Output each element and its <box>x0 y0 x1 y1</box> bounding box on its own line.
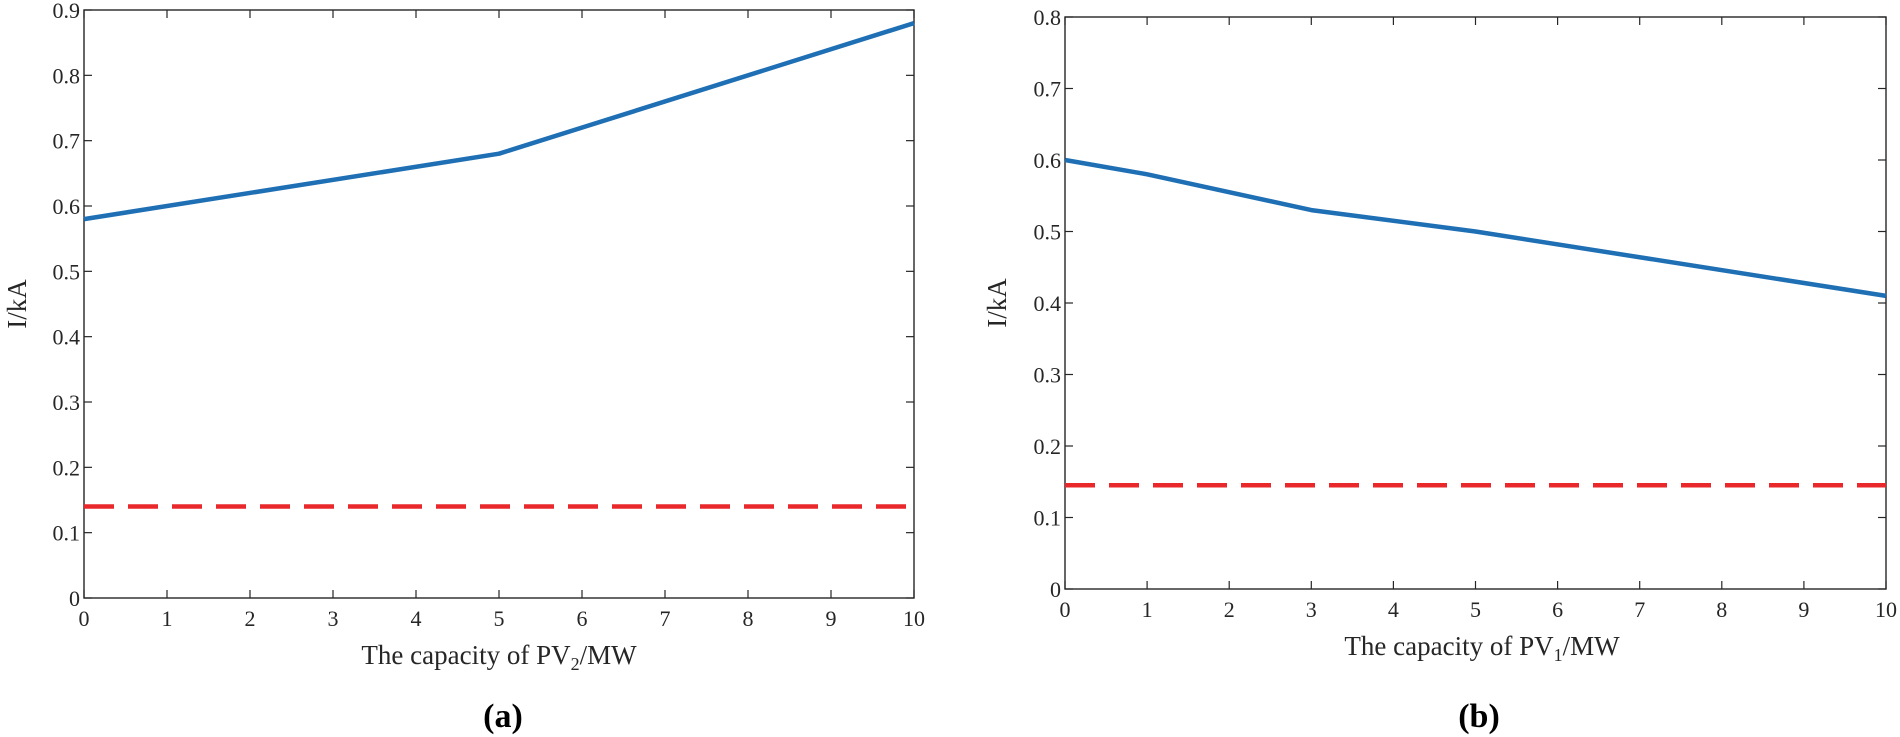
y-tick-label-b-2: 0.2 <box>1034 434 1062 459</box>
x-tick-label-b-9: 9 <box>1798 597 1809 622</box>
x-axis-title-b-prefix: The capacity of PV <box>1344 631 1554 661</box>
x-tick-label-b-7: 7 <box>1634 597 1645 622</box>
x-tick-label-a-10: 10 <box>903 606 925 631</box>
x-tick-label-a-9: 9 <box>826 606 837 631</box>
x-tick-label-a-2: 2 <box>245 606 256 631</box>
tick-labels-b: 0 1 2 3 4 5 6 7 8 9 10 0 0.1 0.2 0.3 0.4 0.5 0.6 0.7 0.8 <box>1034 5 1898 622</box>
plot-frame-a <box>83 9 915 599</box>
x-tick-label-b-5: 5 <box>1470 597 1481 622</box>
x-tick-label-b-10: 10 <box>1875 597 1897 622</box>
x-tick-label-a-7: 7 <box>660 606 671 631</box>
x-axis-title-b-subscript: 1 <box>1554 645 1563 665</box>
series-line-solid-b <box>1064 157 1887 299</box>
x-tick-label-a-8: 8 <box>743 606 754 631</box>
x-axis-title-b: The capacity of PV1/MW <box>1344 631 1620 665</box>
y-tick-label-a-9: 0.9 <box>53 0 81 23</box>
x-axis-title-a-prefix: The capacity of PV <box>361 640 571 670</box>
y-tick-label-a-4: 0.4 <box>53 325 81 350</box>
plot-frame-b <box>1064 16 1887 590</box>
x-tick-label-a-5: 5 <box>494 606 505 631</box>
panel-label-a: (a) <box>483 698 523 735</box>
x-tick-label-b-4: 4 <box>1388 597 1399 622</box>
x-tick-label-a-6: 6 <box>577 606 588 631</box>
series-b <box>1064 157 1887 488</box>
x-axis-title-a-subscript: 2 <box>571 654 580 674</box>
x-tick-label-b-8: 8 <box>1716 597 1727 622</box>
x-tick-label-a-4: 4 <box>411 606 422 631</box>
chart-panel-a: 0 1 2 3 4 5 6 7 8 9 10 0 0.1 0.2 0.3 0.4 0.5 0.6 0.7 0.8 0.9… <box>2 0 925 735</box>
y-tick-label-b-4: 0.4 <box>1034 291 1062 316</box>
y-tick-label-a-3: 0.3 <box>53 390 81 415</box>
series-a <box>83 20 915 509</box>
x-tick-label-a-0: 0 <box>79 606 90 631</box>
x-tick-label-b-1: 1 <box>1142 597 1153 622</box>
y-tick-label-b-5: 0.5 <box>1034 220 1062 245</box>
x-axis-title-a: The capacity of PV2/MW <box>361 640 637 674</box>
x-tick-label-a-3: 3 <box>328 606 339 631</box>
y-axis-title-b: I/kA <box>982 278 1012 328</box>
tick-marks-b <box>1064 16 1887 590</box>
x-tick-label-b-0: 0 <box>1060 597 1071 622</box>
chart-panel-b: 0 1 2 3 4 5 6 7 8 9 10 0 0.1 0.2 0.3 0.4 0.5 0.6 0.7 0.8 I/… <box>982 5 1897 735</box>
y-tick-label-b-0: 0 <box>1050 577 1061 602</box>
panel-label-b: (b) <box>1458 698 1500 735</box>
y-tick-label-b-3: 0.3 <box>1034 363 1062 388</box>
x-tick-label-b-2: 2 <box>1224 597 1235 622</box>
x-tick-label-b-3: 3 <box>1306 597 1317 622</box>
y-tick-label-a-7: 0.7 <box>53 129 81 154</box>
y-tick-label-a-6: 0.6 <box>53 194 81 219</box>
y-axis-title-a: I/kA <box>2 279 32 329</box>
x-tick-label-b-6: 6 <box>1552 597 1563 622</box>
y-tick-label-b-8: 0.8 <box>1034 5 1062 30</box>
x-tick-label-a-1: 1 <box>162 606 173 631</box>
series-line-solid-a <box>83 20 915 222</box>
y-tick-label-a-8: 0.8 <box>53 63 81 88</box>
y-tick-label-a-1: 0.1 <box>53 521 81 546</box>
y-tick-label-b-7: 0.7 <box>1034 77 1062 102</box>
y-tick-label-b-6: 0.6 <box>1034 148 1062 173</box>
y-tick-label-a-2: 0.2 <box>53 455 81 480</box>
x-axis-title-a-suffix: /MW <box>580 640 638 670</box>
y-tick-label-a-5: 0.5 <box>53 259 81 284</box>
tick-labels-a: 0 1 2 3 4 5 6 7 8 9 10 0 0.1 0.2 0.3 0.4 0.5 0.6 0.7 0.8 0.9 <box>53 0 926 631</box>
y-tick-label-b-1: 0.1 <box>1034 506 1062 531</box>
y-tick-label-a-0: 0 <box>69 586 80 611</box>
tick-marks-a <box>83 9 915 599</box>
x-axis-title-b-suffix: /MW <box>1563 631 1621 661</box>
